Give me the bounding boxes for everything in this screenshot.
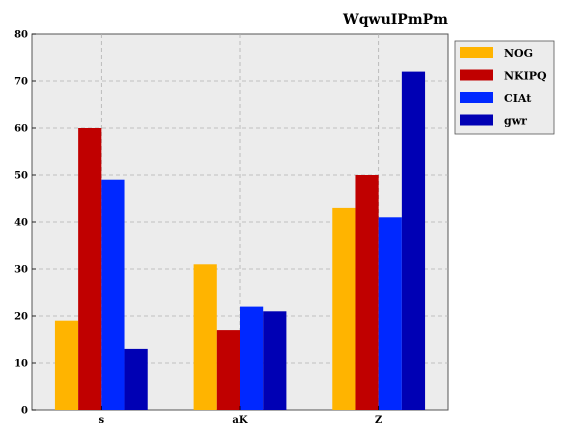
- chart-title: WqwuIPmPm: [342, 12, 448, 28]
- bars: [54, 71, 426, 410]
- y-tick-label: 40: [14, 218, 28, 229]
- legend-swatch-nkipq: [460, 69, 493, 81]
- legend-label-nkipq: NKIPQ: [504, 70, 547, 83]
- y-tick-label: 70: [14, 77, 28, 88]
- y-tick-label: 20: [14, 312, 28, 323]
- legend-label-ciat: CIAt: [504, 92, 532, 105]
- legend-swatch-gwr: [460, 114, 493, 126]
- bar-nkipq-ak: [216, 330, 240, 410]
- bar-nog-z: [332, 207, 356, 410]
- bar-nkipq-s: [78, 128, 102, 410]
- y-tick-label: 30: [14, 265, 28, 276]
- y-tick-label: 80: [14, 30, 28, 41]
- bar-gwr-s: [124, 348, 148, 410]
- bar-ciat-ak: [240, 306, 264, 410]
- x-tick-label: aK: [232, 415, 247, 426]
- y-tick-label: 50: [14, 171, 28, 182]
- x-tick-label: Z: [375, 415, 382, 426]
- y-tick-label: 10: [14, 359, 28, 370]
- bar-gwr-z: [401, 71, 426, 410]
- bar-gwr-ak: [263, 311, 287, 410]
- bar-nkipq-z: [355, 175, 379, 410]
- bar-nog-ak: [193, 264, 217, 410]
- y-tick-label: 60: [14, 124, 28, 135]
- x-axis-ticks: s aK Z: [99, 406, 382, 426]
- legend: NOG NKIPQ CIAt gwr: [454, 40, 555, 135]
- legend-label-gwr: gwr: [504, 115, 527, 128]
- legend-label-nog: NOG: [504, 47, 533, 60]
- y-axis-ticks: 0 10 20 30 40 50 60 70 80: [14, 30, 36, 417]
- bar-nog-s: [54, 320, 79, 410]
- bar-ciat-s: [101, 179, 125, 410]
- legend-swatch-ciat: [460, 92, 493, 103]
- bar-ciat-z: [378, 217, 402, 410]
- x-tick-label: s: [99, 415, 105, 426]
- y-tick-label: 0: [21, 406, 28, 417]
- legend-swatch-nog: [460, 47, 493, 58]
